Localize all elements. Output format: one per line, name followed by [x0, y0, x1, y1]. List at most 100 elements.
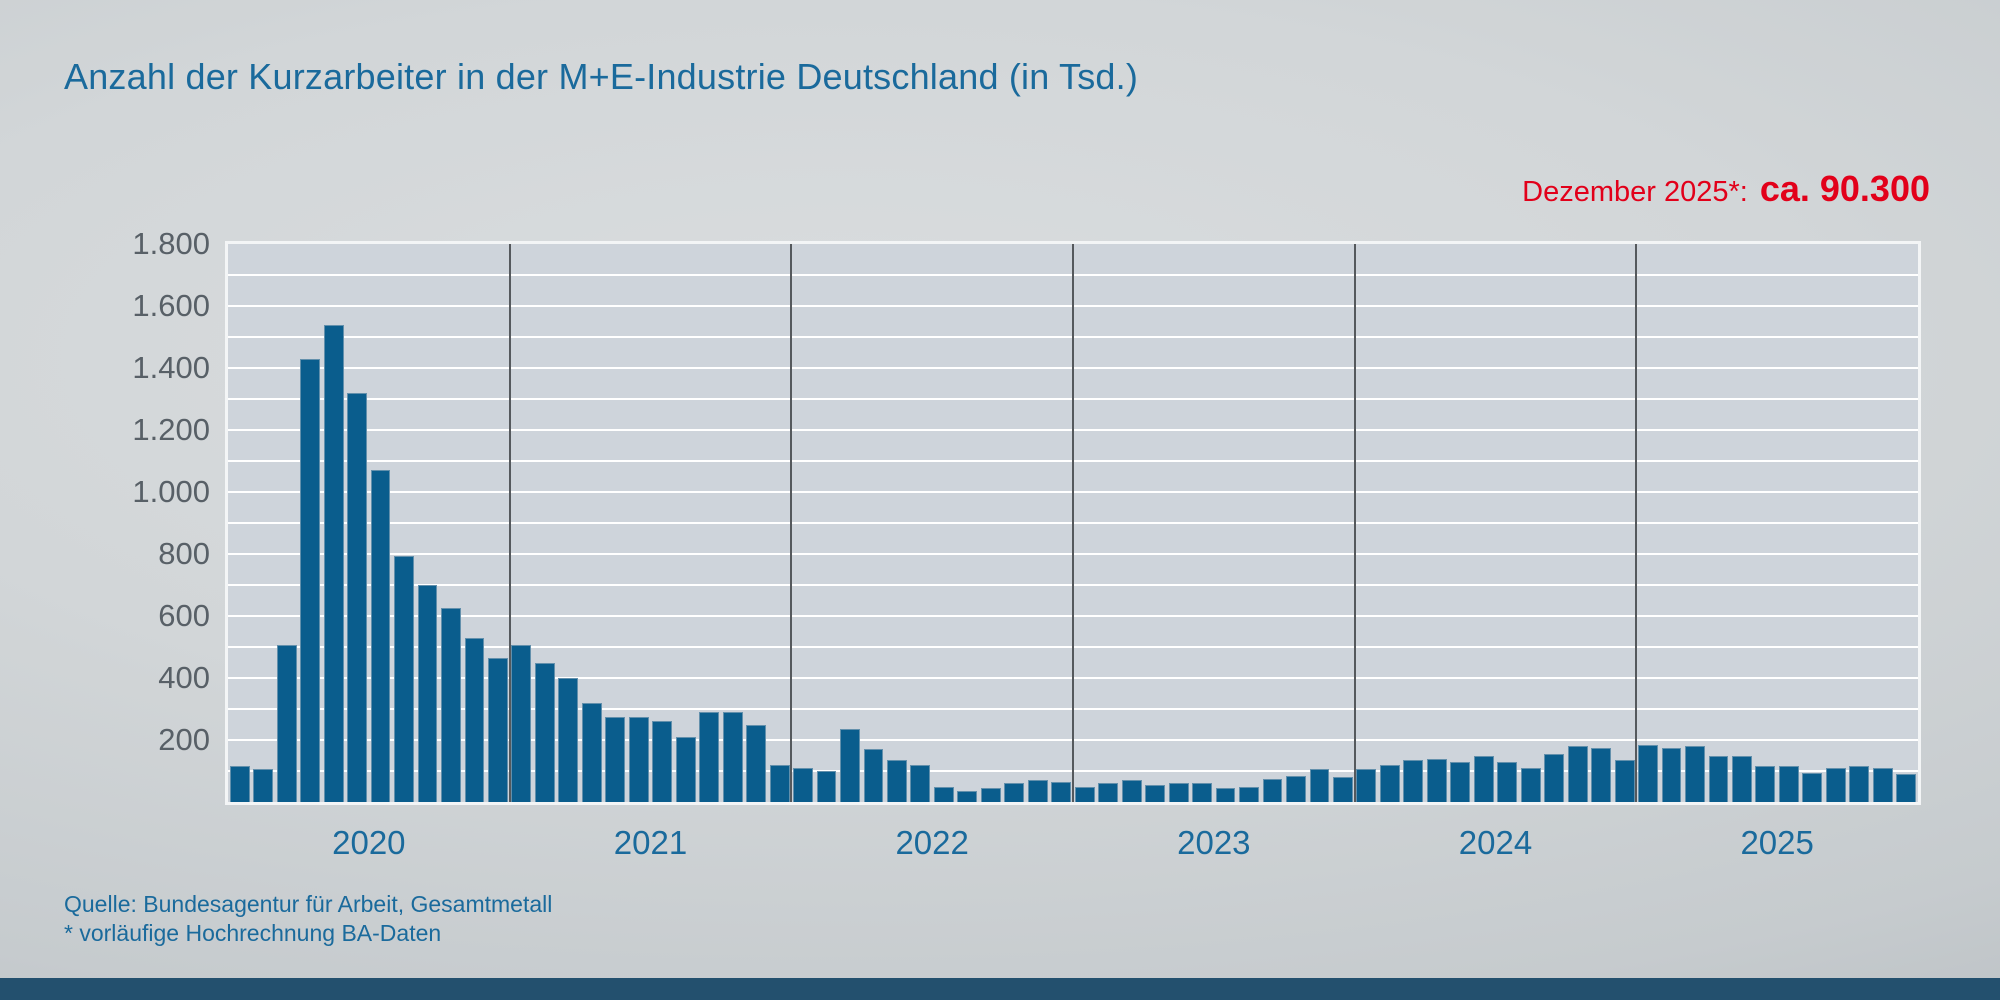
bar-2023-m8 [1239, 786, 1259, 802]
bar-2020-m4 [300, 358, 321, 802]
bar-2024-m4 [1426, 758, 1447, 802]
bar-2025-m1 [1638, 744, 1658, 802]
y-tick-label: 400 [158, 660, 210, 695]
y-tick-label: 200 [158, 722, 210, 757]
bar-2025-m9 [1825, 767, 1846, 802]
bar-2020-m3 [276, 645, 297, 802]
bar-2023-m10 [1286, 775, 1306, 802]
plot-area [225, 241, 1921, 805]
annotation-label: Dezember 2025*: [1522, 176, 1748, 208]
y-tick-label: 600 [158, 598, 210, 633]
highlight-annotation: Dezember 2025*: ca. 90.300 [1522, 168, 1930, 210]
bar-2022-m3 [840, 729, 860, 802]
x-axis-year-label: 2021 [613, 824, 688, 861]
bar-2021-m3 [558, 678, 579, 802]
bar-2023-m11 [1309, 769, 1330, 802]
bar-2020-m1 [229, 766, 250, 802]
x-axis-year-label: 2020 [332, 824, 406, 861]
bar-2021-m8 [675, 736, 696, 802]
x-axis-year-label: 2025 [1740, 824, 1814, 861]
y-tick-label: 1.200 [132, 412, 210, 447]
bar-2022-m11 [1027, 780, 1048, 802]
bar-2023-m12 [1332, 777, 1353, 802]
year-separator-line [1353, 244, 1356, 802]
bar-2021-m6 [628, 716, 649, 802]
bar-2023-m3 [1121, 780, 1142, 802]
bar-2025-m7 [1778, 766, 1799, 802]
y-tick-label: 1.600 [132, 288, 210, 323]
bar-2022-m7 [933, 786, 954, 802]
bar-2023-m5 [1168, 783, 1189, 802]
bar-2021-m1 [511, 645, 532, 802]
bar-2024-m1 [1356, 769, 1377, 802]
bar-2024-m9 [1544, 753, 1565, 802]
bar-2025-m5 [1732, 755, 1752, 802]
page-title: Anzahl der Kurzarbeiter in der M+E-Indus… [64, 56, 1139, 97]
bar-2021-m4 [581, 702, 602, 802]
bar-2021-m12 [769, 764, 790, 802]
bar-2020-m9 [417, 585, 438, 802]
footnote-line: * vorläufige Hochrechnung BA-Daten [64, 920, 442, 946]
bar-2024-m8 [1520, 767, 1541, 802]
bar-2022-m10 [1004, 783, 1025, 802]
bar-2020-m2 [253, 769, 274, 802]
bar-2024-m12 [1614, 760, 1635, 802]
year-separator-line [790, 244, 793, 802]
bar-2020-m11 [464, 637, 485, 802]
bar-2022-m2 [816, 771, 837, 802]
source-note: Quelle: Bundesagentur für Arbeit, Gesamt… [64, 890, 552, 948]
bar-2023-m4 [1145, 784, 1166, 802]
x-axis-year-label: 2024 [1458, 824, 1533, 861]
bar-2020-m7 [370, 470, 391, 802]
bar-2021-m7 [652, 721, 673, 802]
bar-2022-m8 [957, 791, 978, 802]
bar-2025-m8 [1802, 772, 1823, 802]
year-separator-line [1072, 244, 1074, 802]
source-line: Quelle: Bundesagentur für Arbeit, Gesamt… [64, 891, 553, 917]
bar-2025-m6 [1755, 766, 1776, 802]
bar-2020-m6 [347, 392, 368, 802]
bar-2020-m8 [394, 555, 414, 802]
annotation-value: ca. 90.300 [1759, 168, 1930, 209]
bar-2024-m6 [1473, 755, 1494, 802]
bar-2023-m6 [1192, 783, 1213, 802]
bar-2024-m7 [1497, 761, 1518, 802]
bar-2024-m3 [1403, 760, 1424, 802]
y-tick-label: 800 [158, 536, 210, 571]
bar-2022-m1 [793, 767, 813, 802]
bar-2025-m4 [1708, 755, 1729, 802]
bar-2024-m11 [1591, 747, 1612, 802]
bar-2023-m7 [1215, 788, 1236, 802]
bar-2025-m3 [1685, 746, 1705, 802]
x-axis-year-label: 2022 [895, 824, 969, 861]
bar-2025-m2 [1661, 747, 1682, 802]
bar-2025-m12 [1896, 774, 1917, 802]
bar-2020-m12 [487, 657, 508, 802]
bar-2021-m5 [605, 716, 626, 802]
bar-2024-m5 [1450, 761, 1471, 802]
bar-2022-m6 [910, 764, 931, 802]
year-separator-line [508, 244, 511, 802]
bar-2020-m10 [441, 608, 461, 802]
y-tick-label: 1.800 [132, 226, 210, 261]
bar-2021-m9 [699, 712, 720, 802]
footer-bar [0, 978, 2000, 1000]
bar-2024-m2 [1379, 764, 1400, 802]
bar-2023-m2 [1098, 783, 1119, 802]
bar-2023-m1 [1074, 786, 1095, 802]
bar-2025-m10 [1849, 766, 1870, 802]
bar-2020-m5 [323, 324, 344, 802]
bar-2021-m2 [534, 662, 555, 802]
bar-2021-m11 [746, 724, 767, 802]
bar-2022-m9 [980, 788, 1001, 802]
x-axis-year-label: 2023 [1177, 824, 1251, 861]
bar-2022-m4 [863, 749, 884, 802]
bar-2022-m5 [887, 760, 907, 802]
bar-2025-m11 [1872, 767, 1893, 802]
bar-2023-m9 [1262, 778, 1283, 802]
bar-2022-m12 [1051, 781, 1072, 802]
y-tick-label: 1.400 [132, 350, 210, 385]
bar-2021-m10 [722, 712, 743, 802]
year-separator-line [1635, 244, 1638, 802]
bar-2024-m10 [1567, 746, 1588, 802]
